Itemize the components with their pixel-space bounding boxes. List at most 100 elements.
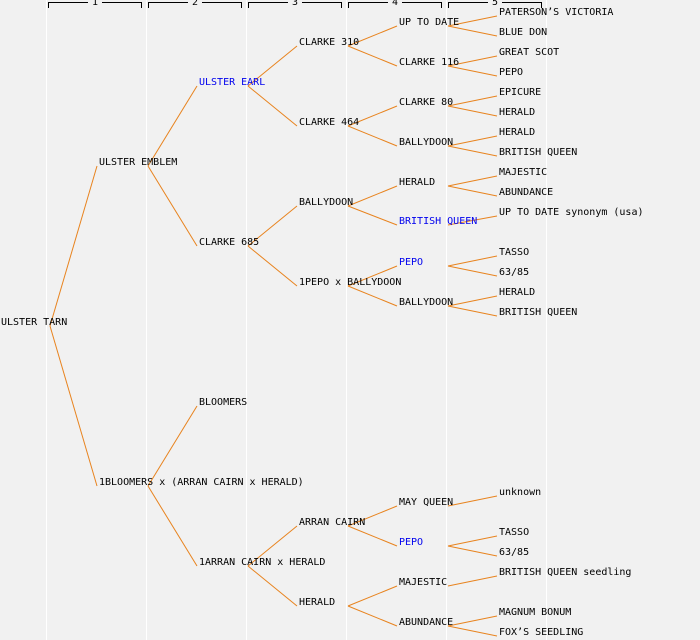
node-up-to-date: UP TO DATE [399,17,460,28]
edge-line [347,285,398,307]
node-may-queen: MAY QUEEN [399,497,454,508]
node-clarke-464: CLARKE 464 [299,117,360,128]
node-ballydoon: BALLYDOON [299,197,354,208]
node-herald: HERALD [399,177,436,188]
edge-line [447,65,498,77]
edge-line [447,575,498,587]
node-up-to-date-synonym-usa: UP TO DATE synonym (usa) [499,207,644,218]
edge-line [347,505,398,527]
edge-line [247,565,298,607]
node-1bloomers-x-arran-cairn-x-herald: 1BLOOMERS x (ARRAN CAIRN x HERALD) [99,477,304,488]
generation-number: 2 [187,0,203,9]
edge-line [447,615,498,627]
node-1pepo-x-ballydoon: 1PEPO x BALLYDOON [299,277,402,288]
edge-line [447,175,498,187]
node-british-queen-seedling: BRITISH QUEEN seedling [499,567,632,578]
node-majestic: MAJESTIC [399,577,448,588]
node-clarke-116: CLARKE 116 [399,57,460,68]
node-fox-s-seedling: FOX’S SEEDLING [499,627,584,638]
edge-line [347,45,398,67]
column-separator [246,0,247,640]
node-epicure: EPICURE [499,87,542,98]
edge-line [447,185,498,197]
edge-line [447,215,498,226]
node-blue-don: BLUE DON [499,27,548,38]
node-abundance: ABUNDANCE [499,187,554,198]
node-ulster-earl-link[interactable]: ULSTER EARL [199,77,266,88]
edge-line [347,265,398,287]
node-herald: HERALD [499,107,536,118]
edge-line [347,585,398,607]
generation-bracket: 2 [148,0,242,9]
node-63-85: 63/85 [499,547,530,558]
edge-line [447,15,498,27]
edge-line [347,605,398,627]
node-majestic: MAJESTIC [499,167,548,178]
node-paterson-s-victoria: PATERSON’S VICTORIA [499,7,614,18]
edge-line [247,525,298,567]
node-herald: HERALD [499,287,536,298]
edge-line [447,255,498,267]
edge-line [447,265,498,277]
generation-number: 4 [387,0,403,9]
edge-line [447,295,498,307]
node-pepo-link[interactable]: PEPO [399,257,424,268]
node-63-85: 63/85 [499,267,530,278]
node-british-queen: BRITISH QUEEN [499,307,578,318]
node-ulster-tarn: ULSTER TARN [1,317,68,328]
generation-number: 3 [287,0,303,9]
generation-number: 5 [487,0,503,9]
edge-line [247,85,298,127]
generation-bracket: 5 [448,0,542,9]
node-clarke-310: CLARKE 310 [299,37,360,48]
edge-line [347,205,398,226]
node-great-scot: GREAT SCOT [499,47,560,58]
edge-line [147,85,198,167]
column-separator [46,0,47,640]
node-pepo-link[interactable]: PEPO [399,537,424,548]
node-pepo: PEPO [499,67,524,78]
node-british-queen: BRITISH QUEEN [499,147,578,158]
node-herald: HERALD [299,597,336,608]
edge-line [147,485,198,567]
edge-line [147,165,198,247]
generation-ruler: 1 2 3 4 5 [0,0,700,14]
column-separator [146,0,147,640]
node-tasso: TASSO [499,527,530,538]
node-tasso: TASSO [499,247,530,258]
column-separator [346,0,347,640]
node-clarke-80: CLARKE 80 [399,97,454,108]
edge-line [447,135,498,147]
edge-line [247,45,298,87]
edge-line [347,25,398,47]
generation-bracket: 1 [48,0,142,9]
node-arran-cairn: ARRAN CAIRN [299,517,366,528]
column-separator [446,0,447,640]
node-clarke-685: CLARKE 685 [199,237,260,248]
node-magnum-bonum: MAGNUM BONUM [499,607,572,618]
edge-line [447,95,498,107]
node-abundance: ABUNDANCE [399,617,454,628]
edge-line [447,25,498,37]
column-separator [546,0,547,640]
node-british-queen-link[interactable]: BRITISH QUEEN [399,216,478,227]
node-ballydoon: BALLYDOON [399,137,454,148]
edge-line [447,145,498,157]
edge-line [447,105,498,117]
edge-line [347,105,398,127]
generation-bracket: 4 [348,0,442,9]
edge-line [447,305,498,317]
node-herald: HERALD [499,127,536,138]
edge-line [447,535,498,547]
edge-line [447,495,498,507]
generation-bracket: 3 [248,0,342,9]
edge-line [447,545,498,557]
edge-line [247,205,298,247]
node-1arran-cairn-x-herald: 1ARRAN CAIRN x HERALD [199,557,326,568]
edge-line [247,245,298,287]
generation-number: 1 [87,0,103,9]
edge-line [447,625,498,637]
node-ballydoon: BALLYDOON [399,297,454,308]
edge-line [447,55,498,67]
